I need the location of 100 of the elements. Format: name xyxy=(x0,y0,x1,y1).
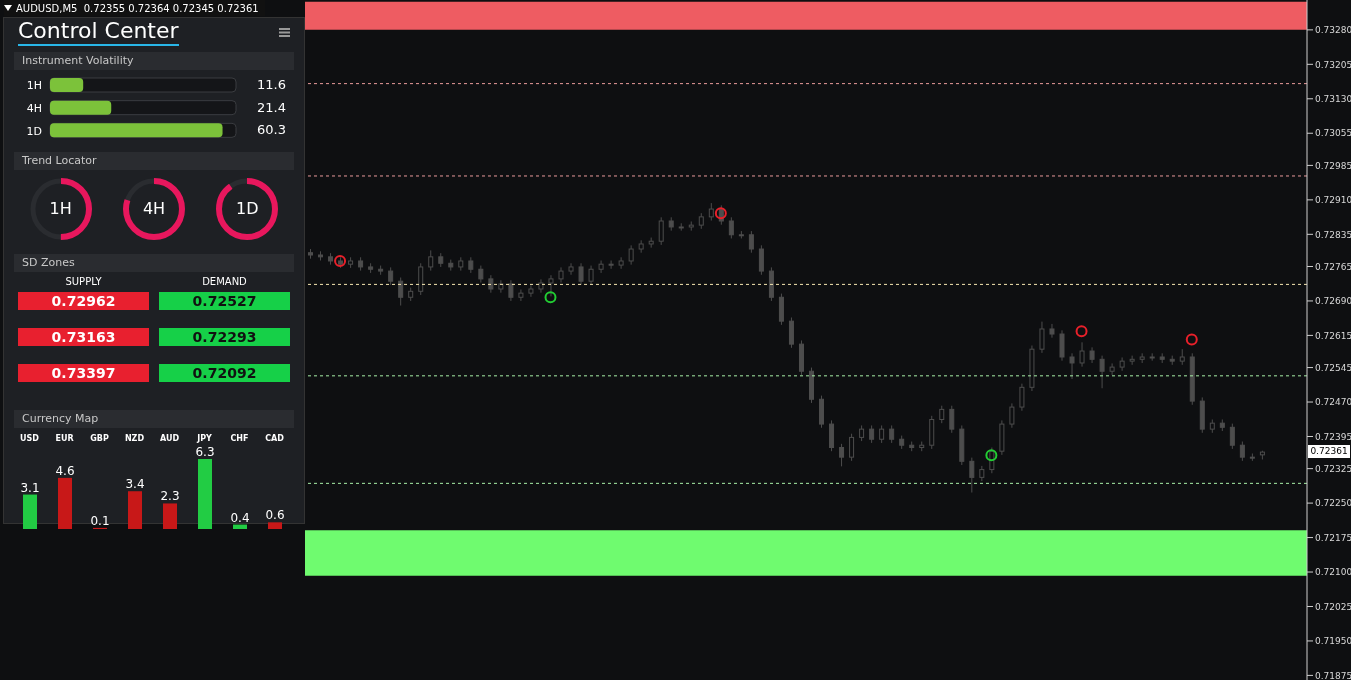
candlestick xyxy=(1079,341,1085,368)
bar xyxy=(128,491,142,529)
data-label: 3.1 xyxy=(20,480,40,495)
y-tick-label: 0.72765 xyxy=(1315,261,1351,272)
text: Control Center xyxy=(18,18,179,46)
y-tick-label: 0.72545 xyxy=(1315,362,1351,373)
y-tick-label: 0.72175 xyxy=(1315,532,1351,543)
candlestick xyxy=(1099,355,1105,389)
candlestick xyxy=(839,443,845,467)
y-tick-label: 4H xyxy=(26,101,42,115)
bar xyxy=(58,477,72,529)
y-tick-label: 0.72615 xyxy=(1315,330,1351,341)
candlestick xyxy=(1019,383,1025,412)
candlestick xyxy=(728,216,734,239)
data-label: 11.6 xyxy=(257,77,286,92)
y-tick-label: 0.71950 xyxy=(1315,636,1351,647)
y-tick-label: 0.72690 xyxy=(1315,296,1351,307)
text: Trend Locator xyxy=(14,152,294,170)
text: SD Zones xyxy=(14,254,294,272)
data-label: 6.3 xyxy=(195,445,215,459)
candlestick xyxy=(788,316,794,349)
data-label: 2.3 xyxy=(160,489,180,504)
candlestick xyxy=(1039,321,1045,354)
text: 0.72962 xyxy=(18,292,149,310)
candlestick xyxy=(568,262,574,276)
candlestick xyxy=(1129,355,1135,366)
y-tick-label: 0.72470 xyxy=(1315,397,1351,408)
bar xyxy=(233,524,247,529)
point xyxy=(334,254,347,267)
candlestick xyxy=(1119,356,1125,372)
candlestick xyxy=(618,256,624,270)
bar xyxy=(163,503,177,529)
candlestick xyxy=(989,447,995,474)
candlestick xyxy=(508,279,514,302)
candlestick xyxy=(528,284,534,298)
candlestick xyxy=(1109,362,1115,376)
y-tick-label: 0.72395 xyxy=(1315,431,1351,442)
candlestick xyxy=(1009,402,1015,429)
candlestick xyxy=(518,288,524,302)
candlestick xyxy=(949,405,955,434)
candlestick xyxy=(578,262,584,286)
text: 0.72092 xyxy=(159,364,290,382)
point xyxy=(985,449,998,462)
x-tick-label: NZD xyxy=(123,434,146,443)
candlestick xyxy=(588,265,594,286)
y-tick-label: 0.73130 xyxy=(1315,93,1351,104)
candlestick xyxy=(608,260,614,270)
candlestick xyxy=(1059,329,1065,362)
candlestick xyxy=(969,457,975,494)
x-tick-label: USD xyxy=(19,434,40,443)
candlestick xyxy=(1069,352,1075,380)
candlestick xyxy=(538,278,544,294)
data-label: 0.4 xyxy=(230,510,250,525)
text: AUDUSD,M5 0.72355 0.72364 0.72345 0.72361 xyxy=(16,2,259,14)
chart-title: Currency Map xyxy=(14,410,294,428)
text: 0.72361 xyxy=(1308,445,1350,459)
data-label: 0.1 xyxy=(90,513,110,528)
text: 0.72293 xyxy=(159,328,290,346)
candlestick xyxy=(778,293,784,326)
candlestick xyxy=(829,419,835,452)
chart-title: Instrument Volatility xyxy=(14,52,294,70)
bar xyxy=(23,494,37,529)
y-tick-label: 0.72100 xyxy=(1315,567,1351,578)
bar xyxy=(198,459,212,529)
data-label: 3.4 xyxy=(125,477,145,492)
point xyxy=(1075,325,1088,338)
y-tick-label: 0.71875 xyxy=(1315,670,1351,680)
y-tick-label: 0.72025 xyxy=(1315,601,1351,612)
text: 0.73397 xyxy=(18,364,149,382)
y-tick-label: 1H xyxy=(26,79,42,93)
y-tick-label: 0.73205 xyxy=(1315,59,1351,70)
y-tick-label: 0.73280 xyxy=(1315,25,1351,36)
candlestick xyxy=(758,244,764,276)
candlestick xyxy=(498,279,504,294)
y-tick-label: 0.72835 xyxy=(1315,229,1351,240)
point xyxy=(1185,333,1198,346)
bar xyxy=(268,522,282,529)
text: 0.73163 xyxy=(18,328,149,346)
text: SUPPLY xyxy=(64,276,103,289)
text: DEMAND xyxy=(201,276,248,289)
candlestick xyxy=(748,230,754,254)
data-label: 60.3 xyxy=(257,122,286,138)
x-tick-label: CAD xyxy=(264,434,285,443)
x-tick-label: EUR xyxy=(54,434,75,443)
x-tick-label: GBP xyxy=(89,434,110,443)
data-label: 4.6 xyxy=(55,463,75,478)
candlestick xyxy=(1229,423,1235,450)
candlestick xyxy=(398,277,404,307)
candlestick xyxy=(1049,323,1055,339)
data-label: 21.4 xyxy=(257,99,286,115)
candlestick xyxy=(428,249,434,272)
point xyxy=(714,207,727,220)
candlestick xyxy=(849,433,855,462)
y-tick-label: 1D xyxy=(26,124,42,138)
candlestick xyxy=(628,244,634,266)
y-tick-label: 0.72985 xyxy=(1315,160,1351,171)
y-tick-label: 0.72250 xyxy=(1315,498,1351,509)
x-tick-label: CHF xyxy=(229,434,250,443)
point xyxy=(544,291,557,304)
y-tick-label: 0.72325 xyxy=(1315,463,1351,474)
